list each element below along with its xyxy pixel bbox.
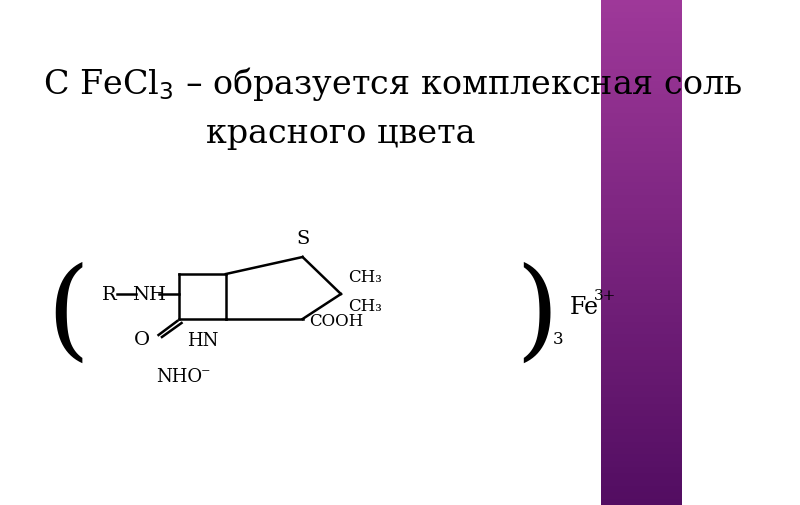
Text: NH: NH [132,285,166,304]
Bar [602,108,682,114]
Text: (: ( [46,261,90,368]
Bar [602,25,682,32]
Bar [602,126,682,133]
Bar [602,70,682,76]
Bar [602,284,682,290]
Bar [602,19,682,25]
Text: CH₃: CH₃ [348,297,382,315]
Text: R: R [102,285,117,304]
Text: COOH: COOH [310,313,364,330]
Bar [602,322,682,328]
Bar [602,120,682,126]
Bar [602,164,682,171]
Bar [602,328,682,335]
Bar [602,50,682,57]
Bar [602,316,682,322]
Bar [602,13,682,19]
Bar [602,215,682,221]
Bar [602,448,682,454]
Text: HN: HN [187,331,218,349]
Bar [602,429,682,435]
Bar [602,44,682,50]
Bar [602,278,682,284]
Bar [602,57,682,63]
Bar [602,177,682,183]
Bar [602,379,682,385]
Bar [602,480,682,486]
Bar [602,171,682,177]
Text: S: S [296,230,310,247]
Bar [602,227,682,234]
Bar [602,435,682,442]
Bar [602,0,682,7]
Bar [602,411,682,417]
Bar [602,209,682,215]
Bar [602,334,682,341]
Bar [602,499,682,505]
Bar [602,486,682,492]
Bar [602,461,682,467]
Bar [602,7,682,13]
Bar [602,309,682,316]
Bar [602,442,682,448]
Bar [602,252,682,259]
Bar [602,454,682,461]
Bar [602,88,682,95]
Bar [602,272,682,278]
Bar [602,347,682,354]
Text: ⁻: ⁻ [201,364,210,382]
Text: ): ) [515,261,558,368]
Bar [602,152,682,158]
Bar [602,492,682,498]
Bar [602,303,682,309]
Bar [602,423,682,429]
Bar [602,467,682,474]
Bar [602,189,682,196]
Text: O: O [134,330,150,348]
Bar [602,398,682,404]
Bar [602,114,682,120]
Bar [602,32,682,38]
Bar [602,373,682,379]
Bar [602,183,682,189]
Bar [602,133,682,139]
Bar [602,366,682,373]
Bar [602,221,682,227]
Bar [602,196,682,202]
Bar [602,290,682,297]
Text: Fe: Fe [570,296,598,319]
Bar [602,474,682,480]
Bar [602,95,682,101]
Bar [602,145,682,152]
Bar [602,82,682,88]
Text: 3: 3 [552,331,563,348]
Text: NHO: NHO [156,367,202,385]
Bar [602,38,682,44]
Bar [602,76,682,82]
Bar [602,360,682,366]
Bar [602,139,682,145]
Bar [602,158,682,164]
Bar [602,417,682,423]
Text: С FeCl$_3$ – образуется комплексная соль: С FeCl$_3$ – образуется комплексная соль [42,65,742,103]
Text: CH₃: CH₃ [348,268,382,285]
Text: 3+: 3+ [594,288,617,302]
Bar [602,354,682,360]
Bar [602,101,682,108]
Bar [602,297,682,303]
Bar [602,259,682,265]
Text: красного цвета: красного цвета [206,118,476,149]
Bar [602,63,682,70]
Bar [602,202,682,209]
Bar [602,404,682,411]
Bar [602,246,682,252]
Bar [602,385,682,391]
Bar [602,234,682,240]
Bar [602,391,682,398]
Bar [602,341,682,347]
Bar [602,240,682,246]
Bar [602,265,682,272]
